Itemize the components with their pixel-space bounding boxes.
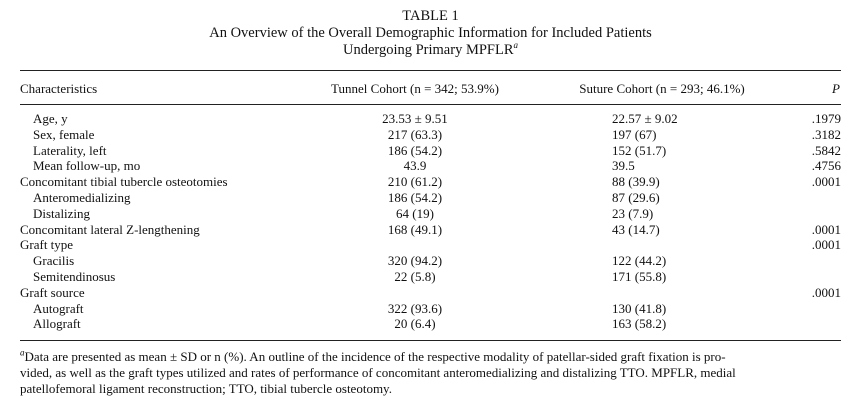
footnote-line-3: patellofemoral ligament reconstruction; … <box>20 381 392 396</box>
table-title-block: TABLE 1 An Overview of the Overall Demog… <box>0 8 861 59</box>
title-footnote-marker: a <box>513 40 519 51</box>
table-row: Graft source .0001 <box>20 285 841 301</box>
table-row: Concomitant lateral Z-lengthening 168 (4… <box>20 222 841 238</box>
suture-value: 43 (14.7) <box>612 221 660 237</box>
suture-value: 88 (39.9) <box>612 174 660 190</box>
suture-value: 23 (7.9) <box>612 205 654 221</box>
tunnel-value: 43.9 <box>403 158 427 174</box>
table-title-line-1: An Overview of the Overall Demographic I… <box>209 25 652 41</box>
tunnel-value: 23.53 ± 9.51 <box>382 111 448 126</box>
row-label: Autograft <box>33 300 84 316</box>
tunnel-value: 64 (19) <box>396 205 434 221</box>
table-row: Gracilis 320 (94.2) 122 (44.2) <box>20 253 841 269</box>
table-row: Graft type .0001 <box>20 237 841 253</box>
bottom-rule <box>20 340 841 341</box>
footnote-line-1-text: Data are presented as mean ± SD or n (%)… <box>24 349 726 364</box>
header-rule <box>20 104 841 105</box>
table-title-line-2-text: Undergoing Primary MPFLR <box>342 42 514 58</box>
tunnel-value: 217 (63.3) <box>387 126 443 142</box>
row-label: Allograft <box>33 316 81 332</box>
row-label: Graft type <box>20 237 74 253</box>
p-value: .3182 <box>811 126 841 142</box>
p-value: .5842 <box>811 142 841 158</box>
table-row: Autograft 322 (93.6) 130 (41.8) <box>20 301 841 317</box>
suture-value: 152 (51.7) <box>612 142 667 158</box>
header-characteristics: Characteristics <box>20 81 98 96</box>
top-rule <box>20 70 841 71</box>
table-row: Semitendinosus 22 (5.8) 171 (55.8) <box>20 269 841 285</box>
row-label: Concomitant tibial tubercle osteotomies <box>20 174 228 190</box>
suture-value: 87 (29.6) <box>612 189 660 205</box>
table-row: Sex, female 217 (63.3) 197 (67) .3182 <box>20 127 841 143</box>
table-row: Age, y 23.53 ± 9.51 22.57 ± 9.02 .1979 <box>20 111 841 127</box>
table-body: Age, y 23.53 ± 9.51 22.57 ± 9.02 .1979 S… <box>20 111 841 332</box>
row-label: Graft source <box>20 284 85 300</box>
header-suture-cohort: Suture Cohort (n = 293; 46.1%) <box>579 81 745 96</box>
suture-value: 122 (44.2) <box>612 253 667 269</box>
suture-value: 39.5 <box>612 158 635 174</box>
p-value: .1979 <box>811 111 841 126</box>
tunnel-value: 186 (54.2) <box>387 189 443 205</box>
row-label: Gracilis <box>33 253 75 269</box>
p-value: .0001 <box>811 284 841 300</box>
suture-value: 130 (41.8) <box>612 300 667 316</box>
table-row: Anteromedializing 186 (54.2) 87 (29.6) <box>20 190 841 206</box>
row-label: Distalizing <box>33 205 91 221</box>
table-label: TABLE 1 <box>402 8 459 24</box>
suture-value: 22.57 ± 9.02 <box>612 111 678 126</box>
row-label: Concomitant lateral Z-lengthening <box>20 221 200 237</box>
row-label: Anteromedializing <box>33 189 131 205</box>
tunnel-value: 320 (94.2) <box>387 253 443 269</box>
footnote-marker: a <box>20 347 25 358</box>
table-row: Allograft 20 (6.4) 163 (58.2) <box>20 316 841 332</box>
tunnel-value: 20 (6.4) <box>394 316 436 332</box>
table-title-line-2: Undergoing Primary MPFLRa <box>0 40 861 59</box>
tunnel-value: 322 (93.6) <box>387 300 443 316</box>
suture-value: 171 (55.8) <box>612 268 667 284</box>
suture-value: 163 (58.2) <box>612 316 667 332</box>
header-p-value: P <box>832 81 840 96</box>
tunnel-value: 168 (49.1) <box>387 221 443 237</box>
suture-value: 197 (67) <box>612 126 657 142</box>
tunnel-value: 22 (5.8) <box>394 268 436 284</box>
p-value: .0001 <box>811 174 841 190</box>
table-row: Distalizing 64 (19) 23 (7.9) <box>20 206 841 222</box>
tunnel-value: 210 (61.2) <box>387 174 443 190</box>
tunnel-value: 186 (54.2) <box>387 142 443 158</box>
p-value: .4756 <box>811 158 841 174</box>
table-row: Concomitant tibial tubercle osteotomies … <box>20 174 841 190</box>
footnote-line-1: aData are presented as mean ± SD or n (%… <box>20 347 841 365</box>
footnote-line-2: vided, as well as the graft types utiliz… <box>20 365 736 380</box>
row-label: Age, y <box>33 111 68 126</box>
p-value: .0001 <box>811 221 841 237</box>
row-label: Laterality, left <box>33 142 107 158</box>
row-label: Semitendinosus <box>33 268 116 284</box>
p-value: .0001 <box>811 237 841 253</box>
table-footnote: aData are presented as mean ± SD or n (%… <box>20 347 841 397</box>
table-row: Mean follow-up, mo 43.9 39.5 .4756 <box>20 158 841 174</box>
row-label: Mean follow-up, mo <box>33 158 141 174</box>
table-row: Laterality, left 186 (54.2) 152 (51.7) .… <box>20 143 841 159</box>
header-tunnel-cohort: Tunnel Cohort (n = 342; 53.9%) <box>331 81 499 96</box>
row-label: Sex, female <box>33 126 95 142</box>
